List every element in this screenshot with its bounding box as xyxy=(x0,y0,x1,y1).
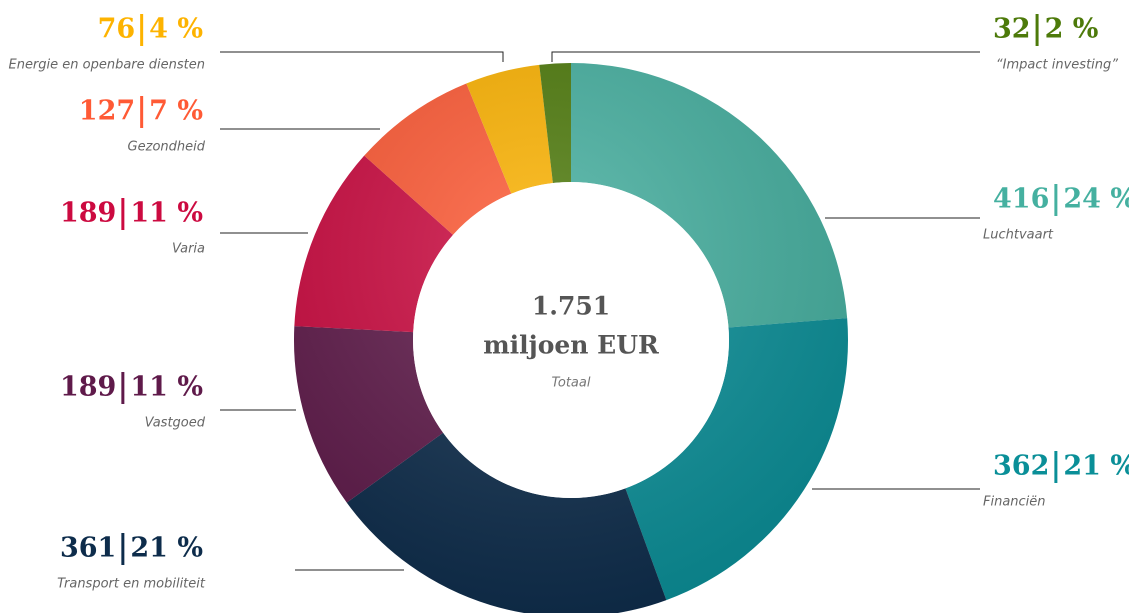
label: 416 24 % xyxy=(993,184,1129,216)
separator xyxy=(121,533,125,565)
center-caption: Totaal xyxy=(552,376,591,391)
percent-label: 7 % xyxy=(149,96,203,127)
category-label: Varia xyxy=(172,242,205,257)
category-label: Energie en openbare diensten xyxy=(8,58,205,73)
separator xyxy=(140,96,144,128)
labels: 416 24 % Luchtvaart 362 21 % Financiën 361 21 %… xyxy=(8,14,1129,592)
value-label: 76 xyxy=(98,14,136,45)
percent-label: 11 % xyxy=(130,198,203,229)
separator xyxy=(121,198,125,230)
label: 32 2 % xyxy=(993,14,1099,46)
center-unit: miljoen EUR xyxy=(483,331,659,360)
percent-label: 2 % xyxy=(1045,14,1099,45)
value-label: 32 xyxy=(993,14,1031,45)
category-label: Vastgoed xyxy=(145,416,206,431)
label: 361 21 % xyxy=(60,533,203,565)
separator xyxy=(140,14,144,46)
category-label: Transport en mobiliteit xyxy=(57,577,206,592)
label: 127 7 % xyxy=(79,96,203,128)
label: 189 11 % xyxy=(60,372,203,404)
percent-label: 21 % xyxy=(130,533,203,564)
value-label: 362 xyxy=(993,451,1049,482)
value-label: 361 xyxy=(60,533,116,564)
percent-label: 24 % xyxy=(1063,184,1129,215)
value-label: 189 xyxy=(60,198,116,229)
leader-line xyxy=(220,51,504,62)
percent-label: 4 % xyxy=(149,14,203,45)
hole xyxy=(413,182,729,498)
percent-label: 21 % xyxy=(1063,451,1129,482)
label: 362 21 % xyxy=(993,451,1129,483)
value-label: 416 xyxy=(993,184,1049,215)
category-label: “Impact investing” xyxy=(996,58,1118,73)
category-label: Gezondheid xyxy=(128,140,206,155)
category-label: Financiën xyxy=(983,495,1046,510)
label: 76 4 % xyxy=(98,14,203,46)
category-label: Luchtvaart xyxy=(983,228,1054,243)
separator xyxy=(1054,451,1058,483)
separator xyxy=(1035,14,1039,46)
label: 189 11 % xyxy=(60,198,203,230)
value-label: 189 xyxy=(60,372,116,403)
value-label: 127 xyxy=(79,96,135,127)
percent-label: 11 % xyxy=(130,372,203,403)
separator xyxy=(121,372,125,404)
center-total: 1.751 xyxy=(532,292,610,321)
separator xyxy=(1054,184,1058,216)
leader-line xyxy=(551,51,980,62)
